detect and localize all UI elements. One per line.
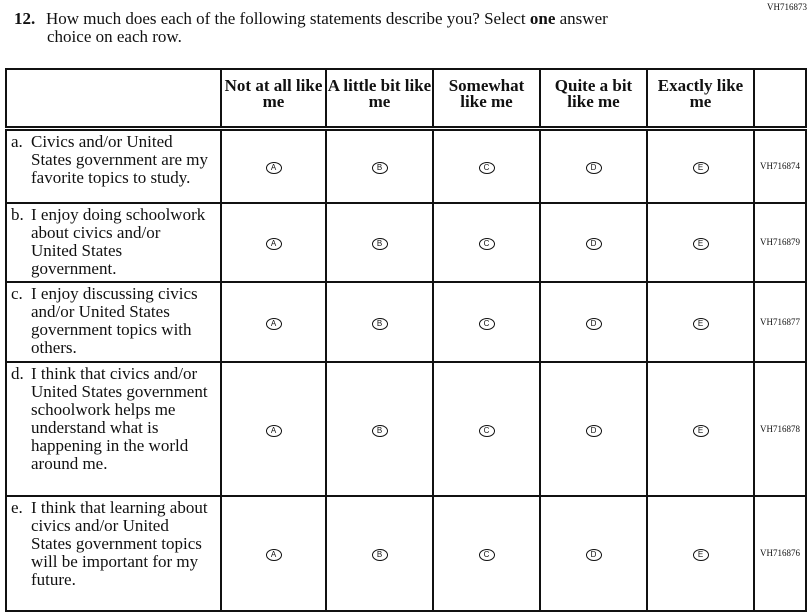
option-cell: D [539, 494, 648, 612]
statement-label: b. [11, 204, 24, 224]
option-cell: D [539, 360, 648, 497]
statement-cell: b. I enjoy doing schoolwork about civics … [5, 201, 222, 283]
option-cell: B [325, 360, 434, 497]
answer-bubble-b[interactable]: B [371, 162, 388, 175]
answer-bubble-c[interactable]: C [478, 238, 495, 250]
table-row: d. I think that civics and/or United Stat… [5, 360, 807, 497]
option-cell: B [325, 494, 434, 612]
item-id: VH716877 [753, 280, 807, 363]
document-id: VH716873 [767, 2, 807, 12]
question-number: 12. [14, 9, 36, 28]
answer-bubble-c[interactable]: C [478, 424, 495, 437]
answer-bubble-b[interactable]: B [371, 549, 388, 561]
option-cell: E [646, 201, 755, 283]
answer-bubble-e[interactable]: E [692, 162, 709, 175]
option-cell: E [646, 127, 755, 204]
option-cell: E [646, 360, 755, 497]
statement-text: I think that learning about civics and/o… [31, 497, 208, 589]
answer-bubble-e[interactable]: E [692, 317, 709, 330]
column-header: Not at all like me [220, 68, 327, 131]
response-grid: Not at all like me A little bit like me So… [5, 68, 807, 612]
answer-bubble-d[interactable]: D [585, 549, 602, 561]
item-id: VH716876 [753, 494, 807, 612]
question-text: How much does each of the following stat… [46, 9, 608, 28]
statement-label: d. [11, 363, 24, 383]
question: 12. How much does each of the following s… [14, 10, 734, 46]
answer-bubble-e[interactable]: E [692, 549, 709, 561]
answer-bubble-c[interactable]: C [478, 549, 495, 561]
statement-cell: c. I enjoy discussing civics and/or Unite… [5, 280, 222, 363]
option-cell: D [539, 127, 648, 204]
option-cell: E [646, 280, 755, 363]
table-row: a. Civics and/or United States government… [5, 127, 807, 204]
statement-label: e. [11, 497, 23, 517]
item-id: VH716874 [753, 127, 807, 204]
answer-bubble-a[interactable]: A [265, 317, 282, 330]
header-id-blank [753, 68, 807, 131]
column-header: Exactly like me [646, 68, 755, 131]
answer-bubble-c[interactable]: C [478, 317, 495, 330]
option-cell: A [220, 127, 327, 204]
answer-bubble-d[interactable]: D [585, 317, 602, 330]
answer-bubble-e[interactable]: E [692, 238, 709, 250]
question-emphasis: one [529, 9, 556, 28]
table-row: e. I think that learning about civics and… [5, 494, 807, 612]
answer-bubble-e[interactable]: E [692, 424, 709, 437]
option-cell: A [220, 494, 327, 612]
statement-cell: a. Civics and/or United States government… [5, 127, 222, 204]
answer-bubble-d[interactable]: D [585, 162, 602, 175]
column-header: Quite a bit like me [539, 68, 648, 131]
statement-text: I think that civics and/or United States… [31, 363, 208, 473]
statement-text: I enjoy doing schoolwork about civics an… [31, 204, 206, 278]
table-row: c. I enjoy discussing civics and/or Unite… [5, 280, 807, 363]
answer-bubble-c[interactable]: C [478, 162, 495, 175]
item-id: VH716879 [753, 201, 807, 283]
column-header: A little bit like me [325, 68, 434, 131]
option-cell: A [220, 360, 327, 497]
answer-bubble-d[interactable]: D [585, 424, 602, 437]
statement-label: c. [11, 283, 23, 303]
question-text-line2: choice on each row. [47, 27, 182, 46]
answer-bubble-b[interactable]: B [371, 424, 388, 437]
option-cell: C [432, 494, 541, 612]
question-text-part: How much does each of the following stat… [46, 9, 530, 28]
option-cell: C [432, 360, 541, 497]
option-cell: E [646, 494, 755, 612]
header-blank [5, 68, 222, 131]
statement-text: I enjoy discussing civics and/or United … [31, 283, 198, 357]
option-cell: B [325, 280, 434, 363]
statement-cell: e. I think that learning about civics and… [5, 494, 222, 612]
answer-bubble-a[interactable]: A [265, 549, 282, 561]
column-header: Somewhat like me [432, 68, 541, 131]
table-row: b. I enjoy doing schoolwork about civics … [5, 201, 807, 283]
option-cell: B [325, 127, 434, 204]
option-cell: C [432, 280, 541, 363]
option-cell: C [432, 127, 541, 204]
option-cell: A [220, 201, 327, 283]
answer-bubble-a[interactable]: A [265, 162, 282, 175]
option-cell: C [432, 201, 541, 283]
statement-label: a. [11, 132, 23, 151]
statement-cell: d. I think that civics and/or United Stat… [5, 360, 222, 497]
answer-bubble-b[interactable]: B [371, 317, 388, 330]
item-id: VH716878 [753, 360, 807, 497]
answer-bubble-d[interactable]: D [585, 238, 602, 250]
option-cell: D [539, 280, 648, 363]
option-cell: D [539, 201, 648, 283]
option-cell: B [325, 201, 434, 283]
answer-bubble-b[interactable]: B [371, 238, 388, 250]
option-cell: A [220, 280, 327, 363]
question-text-part: answer [555, 9, 608, 28]
statement-text: Civics and/or United States government a… [31, 132, 209, 187]
answer-bubble-a[interactable]: A [265, 238, 282, 250]
answer-bubble-a[interactable]: A [265, 424, 282, 437]
